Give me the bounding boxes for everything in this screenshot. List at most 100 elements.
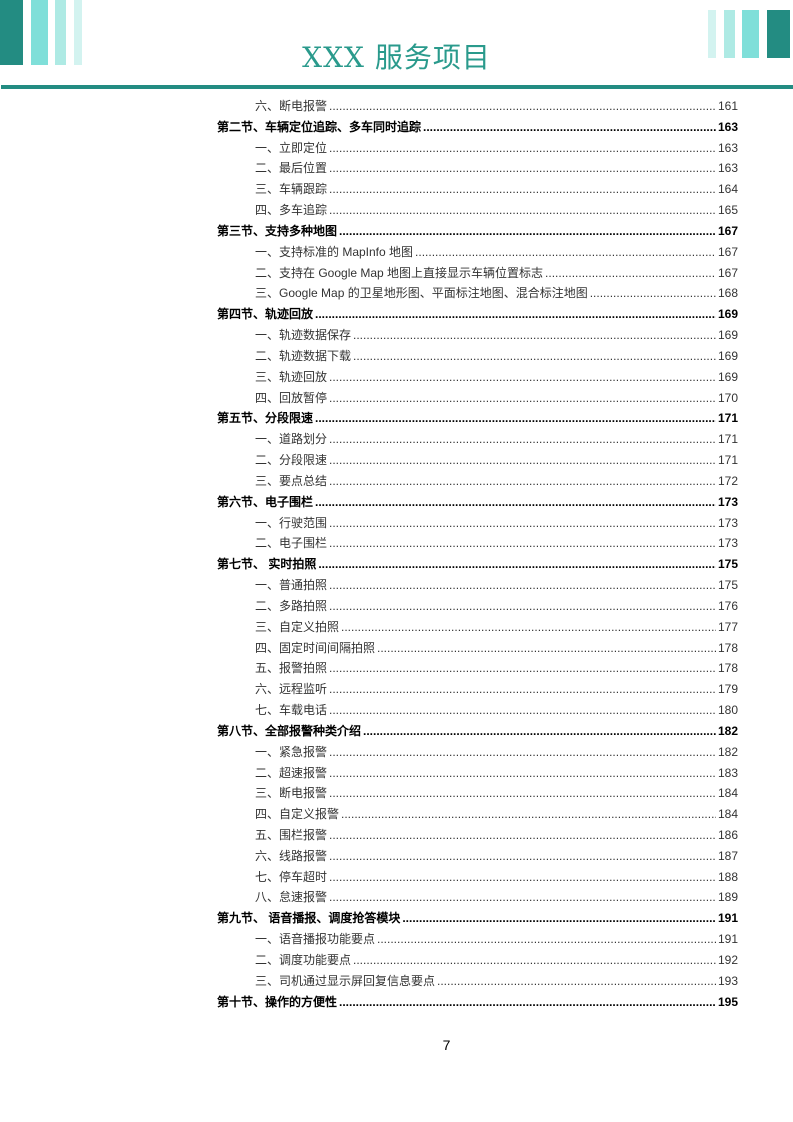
toc-entry-page: 169 [717,348,738,363]
toc-leader-dots [329,783,716,804]
toc-entry-page: 161 [717,99,738,113]
toc-leader-dots [437,971,716,992]
toc-leader-dots [329,867,716,888]
toc-leader-dots [329,575,716,596]
toc-entry[interactable]: 三、要点总结 172 [217,471,738,492]
toc-entry-title: 四、自定义报警 [255,807,340,822]
toc-entry-page: 182 [717,744,738,759]
toc-entry[interactable]: 三、轨迹回放 169 [217,367,738,388]
toc-entry-page: 184 [717,786,738,801]
toc-entry[interactable]: 第九节、 语音播报、调度抢答模块 191 [217,908,738,929]
toc-entry-title: 三、轨迹回放 [255,369,328,384]
toc-entry[interactable]: 六、断电报警 161 [217,96,738,117]
toc-entry-title: 第三节、支持多种地图 [217,223,338,238]
toc-entry[interactable]: 四、固定时间间隔拍照 178 [217,638,738,659]
toc-entry[interactable]: 一、道路划分 171 [217,429,738,450]
toc-entry[interactable]: 二、轨迹数据下载 169 [217,346,738,367]
toc-entry[interactable]: 四、回放暂停 170 [217,388,738,409]
toc-entry[interactable]: 五、报警拍照 178 [217,658,738,679]
toc-entry[interactable]: 二、调度功能要点 192 [217,950,738,971]
toc-entry-title: 二、多路拍照 [255,598,328,613]
toc-entry[interactable]: 一、紧急报警 182 [217,742,738,763]
toc-entry[interactable]: 第三节、支持多种地图 167 [217,221,738,242]
toc-entry-title: 一、紧急报警 [255,744,328,759]
toc-entry[interactable]: 第四节、轨迹回放 169 [217,304,738,325]
table-of-contents: 六、断电报警161第二节、车辆定位追踪、多车同时追踪163一、立即定位163二、… [217,96,738,1012]
toc-entry[interactable]: 三、自定义拍照 177 [217,617,738,638]
toc-entry[interactable]: 第八节、全部报警种类介绍 182 [217,721,738,742]
toc-entry-title: 七、停车超时 [255,869,328,884]
toc-entry[interactable]: 四、自定义报警 184 [217,804,738,825]
toc-entry-page: 169 [717,328,738,343]
toc-entry-page: 176 [717,598,738,613]
toc-entry[interactable]: 一、普通拍照 175 [217,575,738,596]
toc-leader-dots [339,221,716,242]
toc-entry-title: 一、轨迹数据保存 [255,328,352,343]
toc-entry[interactable]: 三、车辆跟踪 164 [217,179,738,200]
toc-leader-dots [329,158,716,179]
toc-leader-dots [329,200,716,221]
toc-leader-dots [329,887,716,908]
toc-entry[interactable]: 一、轨迹数据保存 169 [217,325,738,346]
header-title: XXX 服务项目 [302,41,491,74]
toc-entry-page: 180 [717,703,738,718]
toc-entry-title: 一、支持标准的 MapInfo 地图 [255,244,414,259]
toc-entry[interactable]: 二、超速报警 183 [217,763,738,784]
toc-entry[interactable]: 一、行驶范围 173 [217,513,738,534]
toc-entry[interactable]: 四、多车追踪 165 [217,200,738,221]
toc-entry[interactable]: 第十节、操作的方便性 195 [217,992,738,1013]
toc-entry[interactable]: 八、怠速报警 189 [217,887,738,908]
toc-entry[interactable]: 五、围栏报警 186 [217,825,738,846]
toc-entry[interactable]: 二、支持在 Google Map 地图上直接显示车辆位置标志 167 [217,263,738,284]
toc-entry[interactable]: 第七节、 实时拍照 175 [217,554,738,575]
toc-entry[interactable]: 二、分段限速 171 [217,450,738,471]
toc-entry-page: 171 [717,453,738,468]
toc-leader-dots [329,471,716,492]
toc-entry[interactable]: 第五节、分段限速 171 [217,408,738,429]
toc-entry-title: 一、普通拍照 [255,578,328,593]
toc-entry-page: 167 [717,265,738,280]
toc-entry-title: 三、车辆跟踪 [255,182,328,197]
toc-entry-title: 三、自定义拍照 [255,619,340,634]
toc-entry-page: 178 [717,640,738,655]
toc-leader-dots [329,367,716,388]
toc-entry-title: 第四节、轨迹回放 [217,307,314,322]
toc-entry-page: 163 [717,119,738,134]
toc-entry[interactable]: 六、远程监听 179 [217,679,738,700]
toc-entry[interactable]: 三、Google Map 的卫星地形图、平面标注地图、混合标注地图 168 [217,283,738,304]
toc-leader-dots [341,617,716,638]
toc-entry-title: 第八节、全部报警种类介绍 [217,723,362,738]
toc-entry-page: 177 [717,619,738,634]
toc-entry-title: 三、司机通过显示屏回复信息要点 [255,973,436,988]
toc-entry-title: 四、多车追踪 [255,203,328,218]
toc-entry[interactable]: 二、最后位置 163 [217,158,738,179]
toc-entry[interactable]: 第二节、车辆定位追踪、多车同时追踪 163 [217,117,738,138]
toc-entry-title: 八、怠速报警 [255,890,328,905]
toc-entry-page: 167 [717,244,738,259]
toc-entry[interactable]: 七、停车超时 188 [217,867,738,888]
toc-entry[interactable]: 一、语音播报功能要点 191 [217,929,738,950]
toc-entry-page: 173 [717,536,738,551]
toc-entry-page: 173 [717,494,738,509]
toc-entry[interactable]: 三、司机通过显示屏回复信息要点 193 [217,971,738,992]
toc-entry[interactable]: 七、车载电话 180 [217,700,738,721]
toc-leader-dots [329,763,716,784]
toc-entry[interactable]: 一、立即定位 163 [217,138,738,159]
toc-entry-title: 三、要点总结 [255,473,328,488]
toc-entry[interactable]: 六、线路报警 187 [217,846,738,867]
toc-entry-title: 三、断电报警 [255,786,328,801]
toc-leader-dots [329,596,716,617]
toc-entry-title: 一、语音播报功能要点 [255,932,376,947]
toc-entry-page: 163 [717,161,738,176]
toc-entry-page: 184 [717,807,738,822]
toc-entry[interactable]: 二、电子围栏 173 [217,533,738,554]
toc-entry-title: 一、道路划分 [255,432,328,447]
toc-entry[interactable]: 三、断电报警 184 [217,783,738,804]
toc-leader-dots [402,908,716,929]
toc-entry[interactable]: 二、多路拍照 176 [217,596,738,617]
toc-entry[interactable]: 一、支持标准的 MapInfo 地图 167 [217,242,738,263]
toc-entry-page: 189 [717,890,738,905]
toc-entry-title: 第二节、车辆定位追踪、多车同时追踪 [217,119,422,134]
toc-entry[interactable]: 第六节、电子围栏 173 [217,492,738,513]
toc-entry-title: 五、围栏报警 [255,827,328,842]
